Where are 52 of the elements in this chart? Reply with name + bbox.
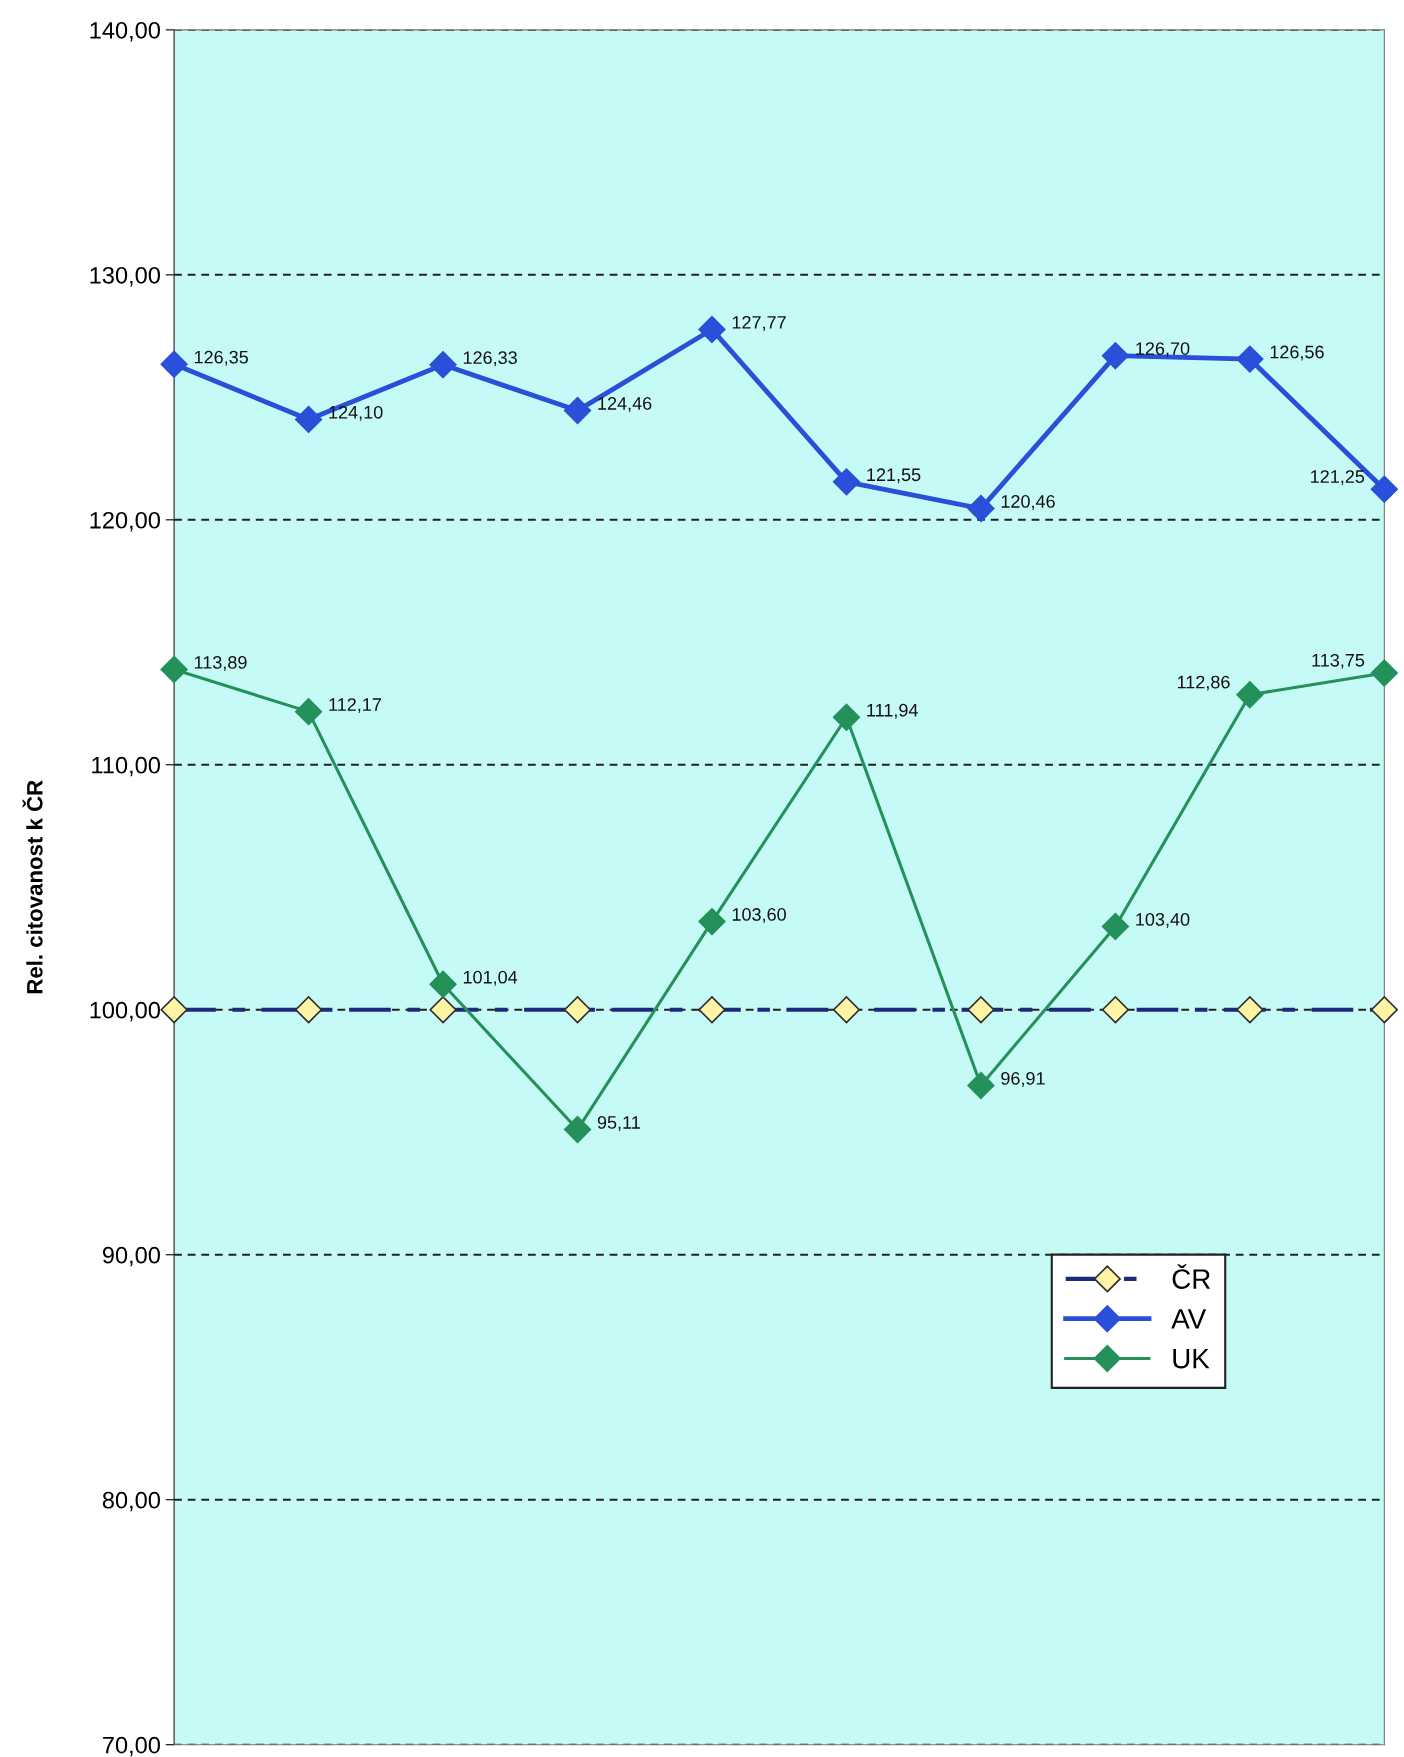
point [1101,342,1130,370]
point [294,698,323,726]
point [1370,659,1398,687]
point [429,351,457,379]
point [832,468,861,496]
data-label: 126,35 [194,350,249,366]
data-label: 126,33 [463,351,517,367]
point [160,350,188,378]
data-label: 111,94 [867,703,918,719]
y-tick-label: 130,00 [90,266,160,287]
data-label: 121,25 [1311,470,1365,486]
data-label: 121,55 [867,468,921,484]
y-axis-title: Rel. citovanost k ČR [22,780,43,994]
data-label: 96,91 [1001,1071,1045,1087]
data-label: 101,04 [463,970,518,986]
data-label: 103,40 [1136,912,1190,928]
y-tick-label: 100,00 [90,1001,160,1022]
y-tick-label: 120,00 [90,511,160,532]
legend-label: UK [1173,1349,1210,1369]
point [967,1071,995,1100]
data-label: 95,11 [597,1116,640,1131]
data-label: 127,77 [732,315,786,331]
point [698,315,726,344]
point [698,907,726,936]
y-tick-label: 110,00 [92,756,160,777]
y-tick-label: 80,00 [102,1491,160,1512]
point [160,655,188,684]
data-label: 113,89 [194,656,247,671]
point [1101,912,1130,941]
point [1236,681,1264,709]
data-label: 112,17 [329,698,381,714]
y-tick-label: 70,00 [103,1736,160,1757]
point [563,396,592,425]
point [563,1115,592,1144]
data-label: 124,10 [329,405,383,421]
data-label: 103,60 [732,908,786,924]
data-label: 126,56 [1270,345,1324,361]
y-tick-label: 90,00 [102,1246,160,1267]
y-tick-label: 140,00 [90,21,160,42]
point [832,703,861,731]
legend-label: ČR [1172,1264,1211,1289]
point [1236,345,1264,373]
point [967,494,995,523]
point [429,970,457,998]
data-label: 120,46 [1001,495,1055,510]
legend-label: AV [1171,1309,1207,1329]
data-label: 126,70 [1136,342,1190,358]
data-label: 124,46 [598,397,652,412]
data-label: 113,75 [1312,653,1365,669]
point [294,405,323,433]
point [1370,475,1398,503]
data-label: 112,86 [1177,675,1230,691]
